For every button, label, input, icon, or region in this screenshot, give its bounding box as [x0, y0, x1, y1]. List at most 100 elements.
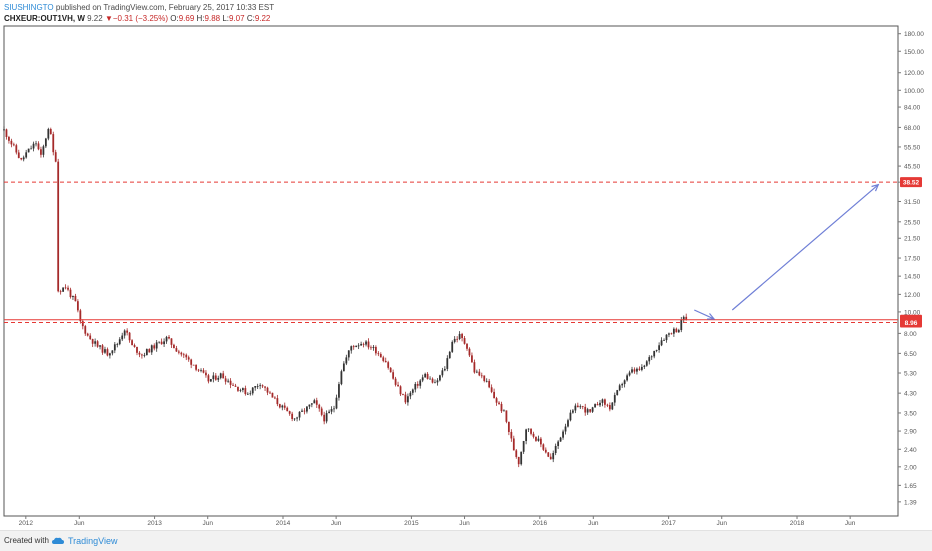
price-axis[interactable]: 1.39 1.65 2.00 2.40 2.90 3.50 4.30 5.30 6.50 8.00… [898, 31, 924, 506]
candle-body [222, 373, 225, 379]
candle [350, 345, 353, 354]
candle-body [520, 451, 523, 465]
candle-body [621, 384, 624, 386]
candle-body [584, 406, 587, 413]
candle-body [118, 339, 121, 345]
candle [362, 342, 365, 348]
candle [145, 348, 148, 356]
candle [394, 376, 397, 387]
x-tick-label: 2015 [404, 520, 419, 527]
candle [677, 328, 680, 333]
candle [663, 338, 665, 341]
y-tick-label: 12.00 [904, 292, 921, 299]
candle-body [382, 357, 385, 361]
trend-arrow-line[interactable] [694, 309, 715, 320]
candle [653, 350, 656, 359]
horizontal-lines[interactable] [4, 181, 898, 323]
candle-body [616, 390, 619, 396]
candle [173, 343, 175, 349]
candle [153, 343, 156, 351]
price-badge-label: 38.52 [903, 180, 920, 187]
candle [631, 366, 633, 374]
candle-body [638, 368, 641, 370]
candle [320, 406, 323, 417]
created-with-text: Created with [4, 536, 49, 545]
candle-body [663, 340, 665, 341]
candle [466, 343, 468, 351]
author-link[interactable]: SIUSHINGTO [4, 3, 54, 12]
candle-body [429, 378, 431, 380]
candle [104, 346, 106, 354]
candle [170, 338, 173, 349]
candle [576, 402, 579, 408]
candle-body [564, 426, 567, 432]
candle [473, 359, 476, 374]
candle-body [360, 343, 363, 346]
candle-body [310, 403, 313, 405]
price-chart[interactable]: 1.39 1.65 2.00 2.40 2.90 3.50 4.30 5.30 6.50 8.00… [0, 0, 932, 530]
candle-body [631, 369, 633, 373]
candle [517, 456, 520, 468]
candle-body [49, 129, 52, 135]
candle [84, 324, 87, 336]
candle [675, 327, 678, 333]
candle-body [283, 405, 286, 408]
candle [288, 410, 291, 416]
candle [165, 335, 168, 344]
candle-body [205, 372, 207, 376]
candle [10, 138, 13, 148]
candle-body [682, 316, 685, 321]
candle [69, 287, 72, 299]
candle-body [246, 393, 249, 395]
y-tick-label: 31.50 [904, 199, 921, 206]
candle-body [15, 145, 18, 153]
candle [591, 406, 594, 413]
candle-body [328, 411, 330, 414]
trend-arrow-line[interactable] [731, 184, 879, 311]
candle [547, 451, 550, 458]
candle [365, 340, 367, 347]
candle [99, 345, 101, 350]
candle [552, 450, 555, 463]
low-label: L: [222, 14, 229, 23]
candle [379, 352, 382, 358]
candle [79, 308, 82, 324]
candle [136, 346, 138, 356]
time-axis[interactable]: 2012 Jun 2013 Jun 2014 Jun 2015 Jun 2016 Jun 2017 J… [19, 516, 856, 527]
candle-body [153, 345, 156, 349]
candle [111, 350, 114, 356]
candle [640, 364, 643, 372]
price-badge [900, 177, 922, 188]
y-tick-label: 1.65 [904, 483, 917, 490]
candle-body [281, 405, 284, 408]
candle-body [293, 418, 296, 420]
candle [480, 372, 483, 379]
candle-body [567, 420, 569, 427]
candle [101, 344, 104, 355]
candle [655, 349, 658, 353]
candle [12, 142, 15, 147]
y-tick-label: 14.50 [904, 274, 921, 281]
y-tick-label: 1.39 [904, 499, 917, 506]
candle-body [128, 332, 131, 341]
candle-body [589, 409, 592, 412]
candle [219, 372, 222, 380]
candle [471, 352, 473, 363]
candle-body [478, 371, 481, 376]
candle-body [490, 387, 493, 392]
candle [185, 353, 188, 361]
candle-body [461, 333, 463, 339]
candle [613, 392, 616, 406]
candle [155, 339, 158, 352]
candle [214, 373, 217, 381]
candle-body [439, 375, 441, 381]
candle-body [599, 402, 601, 406]
candle [27, 148, 30, 153]
candle [411, 388, 414, 396]
candle-body [251, 387, 254, 394]
tradingview-link[interactable]: TradingView [68, 536, 118, 546]
candle [352, 344, 355, 350]
candle-body [259, 385, 262, 387]
annotations[interactable] [694, 183, 880, 320]
candle [308, 404, 311, 410]
